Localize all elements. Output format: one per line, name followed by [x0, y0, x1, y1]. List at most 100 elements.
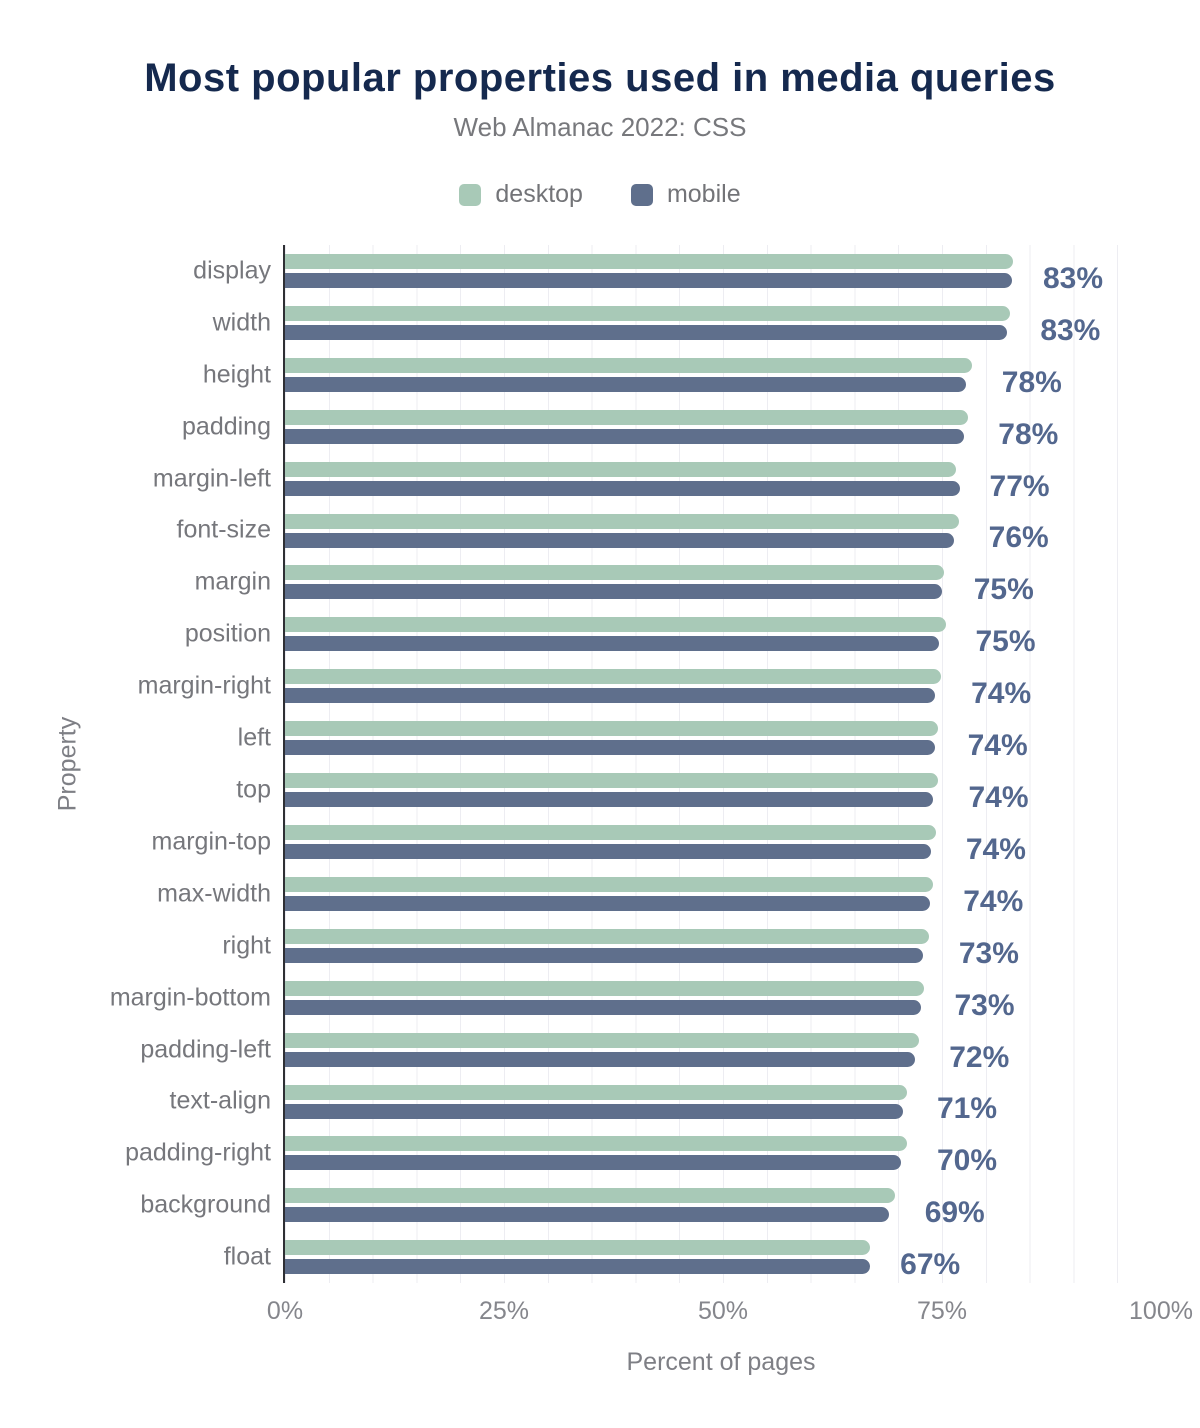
bar-group-row: top 74%: [236, 764, 1161, 816]
value-label: 75%: [973, 573, 1034, 607]
mobile-bar[interactable]: [285, 792, 934, 808]
value-label: 78%: [1001, 365, 1062, 399]
category-label: font-size: [176, 515, 271, 544]
x-axis-title: Percent of pages: [626, 1348, 816, 1376]
plot-area: display 83% width 83% height 78% padding…: [110, 245, 1193, 1325]
category-label: padding-left: [140, 1035, 271, 1064]
value-label: 69%: [924, 1196, 985, 1230]
mobile-bar[interactable]: [285, 1155, 901, 1171]
desktop-bar[interactable]: [285, 980, 925, 996]
category-label: padding: [182, 412, 271, 441]
bar-group-row: margin-right 74%: [138, 660, 1161, 712]
legend-item-mobile[interactable]: mobile: [630, 180, 741, 209]
desktop-bar[interactable]: [285, 721, 938, 737]
value-label: 83%: [1040, 313, 1101, 347]
mobile-bar[interactable]: [285, 376, 966, 392]
value-label: 70%: [936, 1144, 997, 1178]
category-label: margin-left: [152, 464, 271, 493]
x-tick-label: 0%: [266, 1297, 304, 1325]
desktop-bar[interactable]: [285, 357, 972, 373]
desktop-bar[interactable]: [285, 928, 929, 944]
desktop-bar[interactable]: [285, 876, 934, 892]
bar-group-row: font-size 76%: [177, 505, 1161, 557]
value-label: 74%: [963, 884, 1024, 918]
mobile-bar[interactable]: [285, 895, 930, 911]
desktop-swatch-icon: [459, 183, 482, 206]
value-label: 74%: [971, 677, 1032, 711]
value-label: 72%: [949, 1040, 1010, 1074]
category-label: max-width: [157, 879, 271, 908]
bar-group-row: width 83%: [213, 297, 1161, 349]
bar-group-row: padding-left 72%: [140, 1024, 1161, 1076]
bar-group-row: margin-left 77%: [153, 453, 1161, 505]
desktop-bar[interactable]: [285, 773, 939, 789]
bar-group-row: height 78%: [203, 349, 1161, 401]
bar-group-row: position 75%: [185, 608, 1161, 660]
value-label: 78%: [998, 417, 1059, 451]
legend: desktop mobile: [0, 180, 1200, 209]
mobile-bar[interactable]: [285, 999, 921, 1015]
mobile-bar[interactable]: [285, 584, 942, 600]
category-label: width: [212, 308, 271, 337]
desktop-bar[interactable]: [285, 1032, 920, 1048]
category-label: top: [236, 775, 271, 804]
desktop-bar[interactable]: [285, 669, 942, 685]
legend-item-desktop[interactable]: desktop: [459, 180, 583, 209]
bar-group-row: margin-bottom 73%: [110, 972, 1161, 1024]
desktop-bar[interactable]: [285, 1084, 907, 1100]
desktop-bar[interactable]: [285, 1188, 895, 1204]
bar-group-row: margin 75%: [195, 556, 1161, 608]
desktop-bar[interactable]: [285, 461, 957, 477]
chart-title: Most popular properties used in media qu…: [144, 56, 1056, 100]
x-tick-label: 75%: [916, 1297, 968, 1325]
mobile-bar[interactable]: [285, 947, 923, 963]
mobile-bar[interactable]: [285, 273, 1013, 288]
value-label: 74%: [965, 832, 1026, 866]
category-label: margin-right: [137, 671, 271, 700]
category-label: height: [202, 360, 271, 389]
value-label: 74%: [968, 781, 1029, 815]
category-label: margin-bottom: [109, 983, 271, 1012]
mobile-bar[interactable]: [285, 428, 964, 444]
x-tick-label: 100%: [1129, 1297, 1193, 1325]
value-label: 83%: [1042, 261, 1103, 295]
value-label: 73%: [958, 936, 1019, 970]
mobile-bar[interactable]: [285, 1207, 889, 1223]
desktop-bar[interactable]: [285, 1240, 871, 1256]
desktop-bar[interactable]: [285, 1136, 907, 1152]
mobile-bar[interactable]: [285, 1103, 904, 1119]
mobile-bar[interactable]: [285, 480, 960, 496]
mobile-bar[interactable]: [285, 532, 955, 548]
mobile-bar[interactable]: [285, 1051, 915, 1067]
category-label: background: [140, 1190, 271, 1219]
desktop-bar[interactable]: [285, 513, 959, 529]
bar-group-row: padding 78%: [182, 401, 1161, 453]
desktop-bar[interactable]: [285, 824, 936, 840]
mobile-bar[interactable]: [285, 324, 1007, 340]
desktop-bar[interactable]: [285, 565, 944, 581]
mobile-bar[interactable]: [285, 843, 931, 859]
x-tick-label: 50%: [697, 1297, 749, 1325]
mobile-bar[interactable]: [285, 636, 940, 652]
category-label: padding-right: [125, 1138, 271, 1167]
x-tick-label: 25%: [478, 1297, 530, 1325]
desktop-bar[interactable]: [285, 409, 969, 425]
category-label: right: [222, 931, 271, 960]
category-label: position: [184, 619, 271, 648]
desktop-bar[interactable]: [285, 617, 946, 633]
legend-label-desktop: desktop: [495, 180, 583, 208]
desktop-bar[interactable]: [285, 254, 1013, 269]
bar-group-row: left 74%: [238, 712, 1161, 764]
category-label: text-align: [169, 1086, 271, 1115]
chart-subtitle: Web Almanac 2022: CSS: [453, 112, 747, 142]
x-axis-ticks: 0% 25% 50% 75% 100%: [267, 1297, 1193, 1327]
category-label: margin-top: [151, 827, 272, 856]
category-label: left: [237, 723, 271, 752]
desktop-bar[interactable]: [285, 305, 1011, 321]
mobile-bar[interactable]: [285, 688, 935, 704]
mobile-bar[interactable]: [285, 1259, 871, 1275]
mobile-bar[interactable]: [285, 740, 935, 756]
mobile-swatch-icon: [630, 183, 653, 206]
value-label: 76%: [988, 521, 1049, 555]
